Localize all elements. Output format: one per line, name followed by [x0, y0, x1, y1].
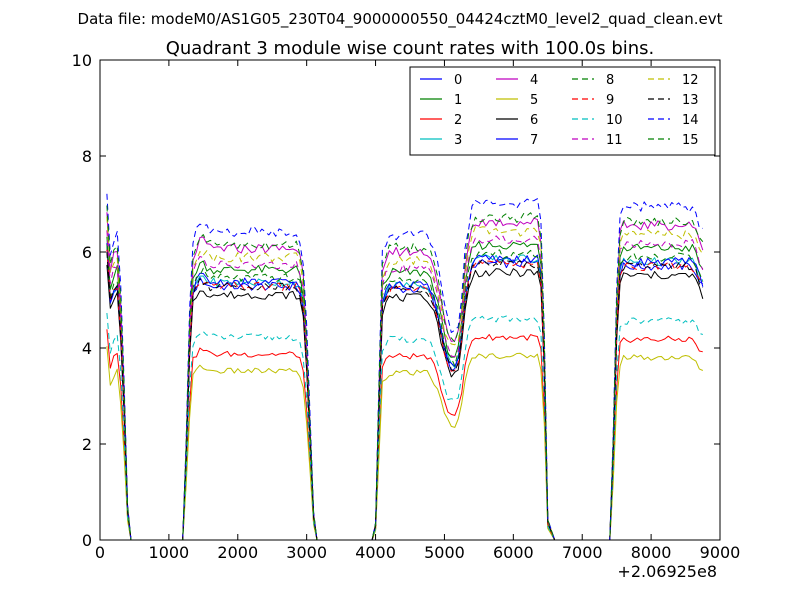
legend-label-13: 13 — [682, 93, 699, 108]
series-line-5 — [106, 346, 704, 540]
series-line-6 — [106, 264, 704, 540]
legend-label-5: 5 — [530, 93, 538, 108]
series-line-15 — [106, 205, 704, 540]
plot-frame — [99, 59, 721, 541]
data-file-label: Data file: modeM0/AS1G05_230T04_90000005… — [78, 10, 723, 29]
series-line-7 — [106, 242, 704, 540]
y-tick-label-10: 10 — [72, 51, 92, 70]
x-tick-label-2000: 2000 — [217, 543, 258, 562]
legend-label-9: 9 — [606, 93, 614, 108]
legend-label-2: 2 — [454, 113, 462, 128]
series-line-13 — [106, 251, 704, 540]
series-line-11 — [106, 230, 704, 540]
x-tick-label-5000: 5000 — [424, 543, 465, 562]
legend-box — [409, 66, 716, 156]
chart-title: Quadrant 3 module wise count rates with … — [166, 38, 655, 59]
series-line-10 — [106, 312, 703, 540]
series-line-12 — [106, 216, 704, 540]
series-line-4 — [106, 212, 704, 540]
legend-label-8: 8 — [606, 73, 614, 88]
x-tick-label-4000: 4000 — [355, 543, 396, 562]
legend-label-6: 6 — [530, 113, 538, 128]
series-line-3 — [106, 244, 703, 540]
y-tick-label-0: 0 — [82, 531, 92, 550]
legend-label-10: 10 — [606, 113, 623, 128]
y-tick-label-6: 6 — [82, 243, 92, 262]
x-tick-label-9000: 9000 — [700, 543, 741, 562]
legend-label-1: 1 — [454, 93, 462, 108]
legend-label-3: 3 — [454, 133, 462, 148]
legend-label-7: 7 — [530, 133, 538, 148]
axis-ticks: 0 1000 2000 3000 4000 5000 6000 7000 8000 9000 0 2 4… — [72, 51, 741, 562]
x-tick-label-8000: 8000 — [631, 543, 672, 562]
legend-label-11: 11 — [606, 133, 623, 148]
series-line-2 — [106, 329, 703, 540]
series-line-14 — [106, 193, 703, 540]
legend-label-15: 15 — [682, 133, 699, 148]
x-tick-label-0: 0 — [95, 543, 105, 562]
legend-label-0: 0 — [454, 73, 462, 88]
series-layer — [106, 193, 704, 540]
legend-label-4: 4 — [530, 73, 538, 88]
legend-label-12: 12 — [682, 73, 699, 88]
y-tick-label-2: 2 — [82, 435, 92, 454]
series-line-0 — [106, 249, 704, 540]
x-tick-label-7000: 7000 — [562, 543, 603, 562]
x-offset-label: +2.06925e8 — [617, 562, 717, 581]
x-tick-label-1000: 1000 — [149, 543, 190, 562]
x-tick-label-3000: 3000 — [286, 543, 327, 562]
legend-label-14: 14 — [682, 113, 699, 128]
y-tick-label-8: 8 — [82, 147, 92, 166]
series-line-8 — [106, 244, 704, 540]
y-tick-label-4: 4 — [82, 339, 92, 358]
x-tick-label-6000: 6000 — [493, 543, 534, 562]
